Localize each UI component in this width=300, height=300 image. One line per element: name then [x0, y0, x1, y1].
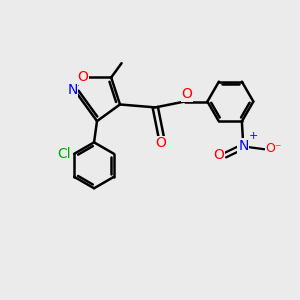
Text: +: + — [249, 131, 258, 141]
Text: O⁻: O⁻ — [266, 142, 282, 155]
Text: O: O — [77, 70, 88, 85]
Text: N: N — [68, 82, 78, 97]
Text: N: N — [238, 139, 248, 153]
Text: O: O — [156, 136, 167, 150]
Text: O: O — [182, 87, 193, 101]
Text: Cl: Cl — [57, 147, 71, 161]
Text: O: O — [213, 148, 224, 162]
